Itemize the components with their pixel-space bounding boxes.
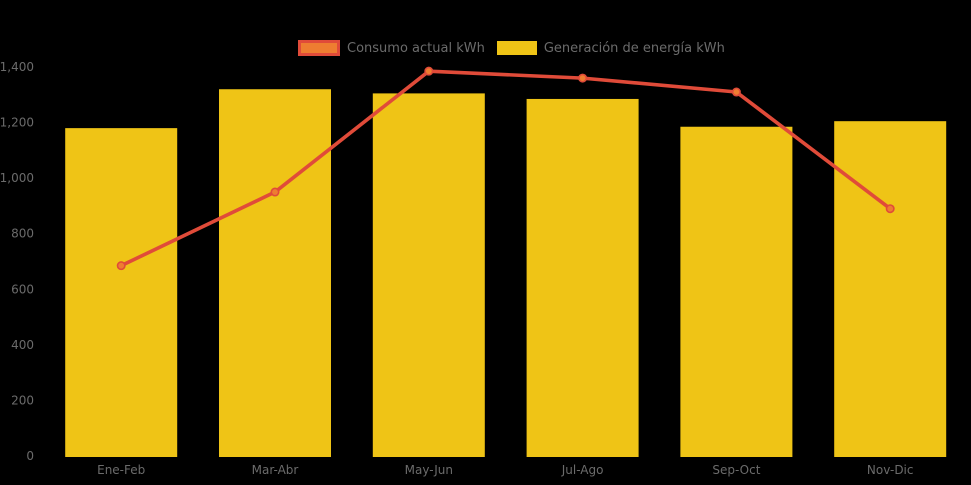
- x-axis-label-jul-ago: Jul-Ago: [561, 463, 604, 477]
- consumo-line: [119, 69, 893, 268]
- x-axis-label-may-jun: May-Jun: [405, 463, 453, 477]
- data-point-ene-feb[interactable]: [116, 261, 126, 271]
- y-axis-tick-label: 800: [11, 227, 34, 241]
- x-axis-label-ene-feb: Ene-Feb: [97, 463, 145, 477]
- bar-ene-feb[interactable]: [65, 128, 178, 457]
- y-axis-tick-label: 1,000: [0, 171, 34, 185]
- legend-swatch-generacion-icon: [496, 41, 537, 55]
- legend-item-consumo[interactable]: Consumo actual kWh: [298, 40, 485, 56]
- bar-may-jun[interactable]: [372, 93, 485, 458]
- y-axis-tick-label: 1,200: [0, 116, 34, 130]
- legend-label-consumo: Consumo actual kWh: [347, 40, 485, 56]
- y-axis-tick-label: 200: [11, 393, 34, 407]
- data-point-mar-abr[interactable]: [270, 187, 280, 197]
- bar-mar-abr[interactable]: [219, 89, 331, 457]
- bar-nov-dic[interactable]: [834, 121, 947, 458]
- bar-jul-ago[interactable]: [526, 98, 639, 457]
- chart-legend: Consumo actual kWh Generación de energía…: [298, 40, 725, 56]
- y-axis-tick-label: 0: [26, 449, 34, 463]
- y-axis-tick-label: 600: [11, 282, 34, 296]
- legend-item-generacion[interactable]: Generación de energía kWh: [496, 40, 725, 56]
- data-point-jul-ago[interactable]: [578, 73, 588, 83]
- bar-sep-oct[interactable]: [680, 126, 793, 457]
- x-axis-label-sep-oct: Sep-Oct: [712, 463, 760, 477]
- y-axis-tick-label: 1,400: [0, 60, 34, 74]
- data-point-sep-oct[interactable]: [731, 87, 741, 97]
- data-point-may-jun[interactable]: [424, 66, 434, 76]
- data-point-nov-dic[interactable]: [885, 204, 895, 214]
- x-axis-label-mar-abr: Mar-Abr: [252, 463, 299, 477]
- x-axis-label-nov-dic: Nov-Dic: [867, 463, 914, 477]
- legend-label-generacion: Generación de energía kWh: [543, 40, 725, 56]
- legend-swatch-consumo-icon: [298, 40, 340, 56]
- y-axis-tick-label: 400: [11, 338, 34, 352]
